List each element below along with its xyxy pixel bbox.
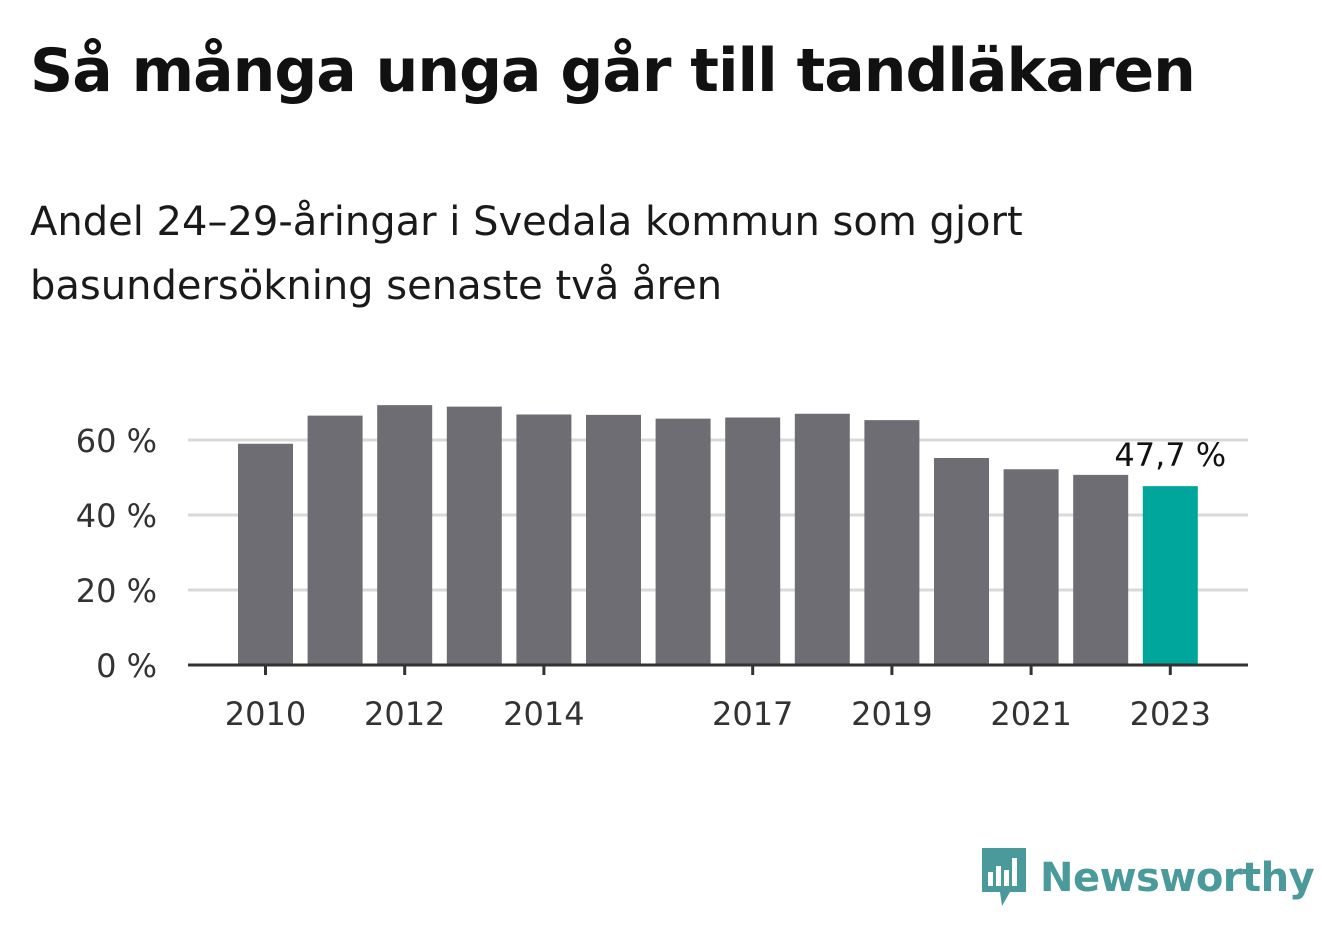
- bar-2023: [1142, 486, 1198, 665]
- bar-2011: [307, 415, 363, 665]
- y-axis-labels: 0 % 20 % 40 % 60 %: [76, 422, 157, 685]
- y-tick-label: 40 %: [76, 497, 157, 535]
- bar-2018: [794, 413, 850, 665]
- gridlines: [188, 438, 1248, 592]
- bar-2020: [934, 458, 989, 665]
- x-tick-label: 2012: [364, 695, 445, 733]
- x-tick-label: 2019: [851, 695, 932, 733]
- chart-title: Så många unga går till tandläkaren: [30, 36, 1196, 106]
- x-tick-label: 2014: [503, 695, 584, 733]
- newsworthy-logo: Newsworthy: [980, 848, 1315, 908]
- bar-2014: [516, 414, 572, 665]
- x-tick-label: 2010: [225, 695, 306, 733]
- bars: [238, 405, 1198, 665]
- bar-2022: [1073, 474, 1129, 665]
- annotations: 47,7 %: [1114, 436, 1226, 474]
- chart-subtitle: Andel 24–29-åringar i Svedala kommun som…: [30, 199, 1023, 309]
- bar-2010: [238, 443, 293, 665]
- x-tick-label: 2023: [1130, 695, 1211, 733]
- x-axis-labels: 2010 2012 2014 2017 2019 2021 2023: [225, 695, 1211, 733]
- bar-2015: [586, 414, 641, 665]
- x-tick-label: 2017: [712, 695, 793, 733]
- bar-2016: [655, 418, 711, 665]
- bar-2013: [446, 406, 502, 665]
- data-label-2023: 47,7 %: [1114, 436, 1226, 474]
- brand-name: Newsworthy: [1040, 855, 1315, 901]
- y-tick-label: 60 %: [76, 422, 157, 460]
- bar-2017: [725, 417, 781, 665]
- bar-2019: [864, 420, 920, 665]
- bar-2012: [377, 405, 433, 665]
- bar-chart: 0 % 20 % 40 % 60 % 2010 2012 2014 2017 2019 2021…: [76, 405, 1248, 733]
- y-tick-label: 20 %: [76, 572, 157, 610]
- bar-2021: [1003, 469, 1059, 665]
- x-axis: [188, 663, 1248, 675]
- newsworthy-logo-icon: [982, 848, 1026, 906]
- y-tick-label: 0 %: [96, 647, 157, 685]
- x-tick-label: 2021: [990, 695, 1071, 733]
